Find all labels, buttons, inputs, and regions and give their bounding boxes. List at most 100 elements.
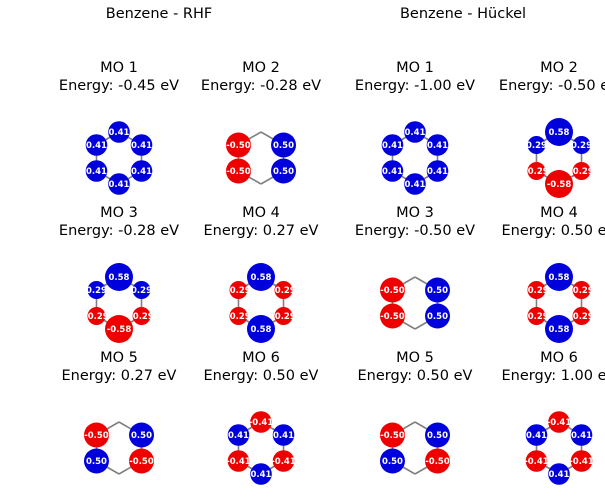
benzene-ring: 0.58-0.29-0.290.58-0.29-0.29 xyxy=(524,263,594,343)
atom-orbital xyxy=(250,411,272,433)
coefficient-label: 0.50 xyxy=(427,431,448,441)
atom-orbital xyxy=(426,134,449,156)
coefficient-label: -0.29 xyxy=(84,312,109,322)
coefficient-label: 0.50 xyxy=(86,457,107,467)
coefficient-label: 0.41 xyxy=(382,141,403,151)
mo-panel: 0.50 0.50 -0.50 -0.50 MO 3 Energy: -0.50 eV xyxy=(340,205,490,355)
atom-orbital xyxy=(132,281,151,299)
coefficient-label: 0.41 xyxy=(427,141,448,151)
coefficient-label: 0.41 xyxy=(109,128,130,138)
atom-orbital xyxy=(379,422,405,448)
coefficient-label: 0.58 xyxy=(549,128,570,138)
coefficient-label: 0.41 xyxy=(549,470,570,480)
coefficient-label: 0.41 xyxy=(273,431,294,441)
coefficient-label: 0.41 xyxy=(86,167,107,177)
atom-orbital xyxy=(105,315,133,343)
atom-orbital xyxy=(271,158,297,184)
coefficient-label: -0.29 xyxy=(569,286,594,296)
mo-energy: Energy: -1.00 eV xyxy=(354,78,476,94)
coefficient-label: -0.29 xyxy=(226,312,251,322)
mo-diagram-figure: Benzene - RHF Benzene - Hückel 0.41 0.41 0… xyxy=(44,6,605,485)
mo-panel: 0.58 0.29 -0.29 -0.58 -0.29 0.29 MO 3 Energy: -… xyxy=(44,205,194,355)
benzene-ring: 0.50 -0.50 0.50 -0.50 xyxy=(83,421,155,475)
atom-orbital xyxy=(247,315,275,343)
coefficient-label: -0.50 xyxy=(380,431,405,441)
coefficient-label: -0.41 xyxy=(249,418,274,428)
mo-title: MO 5 xyxy=(396,350,434,366)
mo-title: MO 3 xyxy=(100,205,138,221)
coefficient-label: -0.29 xyxy=(524,167,549,177)
atom-orbital xyxy=(548,411,570,433)
mo-energy: Energy: -0.45 eV xyxy=(58,78,180,94)
atom-orbital xyxy=(129,448,155,474)
coefficient-label: -0.29 xyxy=(524,286,549,296)
coefficient-label: 0.50 xyxy=(273,141,294,151)
mo-title: MO 3 xyxy=(396,205,434,221)
atom-orbital xyxy=(572,281,591,299)
mo-title: MO 6 xyxy=(242,350,280,366)
coefficient-label: 0.41 xyxy=(131,141,152,151)
mo-energy: Energy: -0.50 eV xyxy=(498,78,605,94)
coefficient-label: -0.50 xyxy=(84,431,109,441)
atom-orbital xyxy=(527,281,546,299)
mo-title: MO 2 xyxy=(540,60,578,76)
coefficient-label: -0.50 xyxy=(129,457,154,467)
benzene-ring: 0.50 0.50 -0.50 -0.50 xyxy=(225,131,297,185)
benzene-ring: 0.410.410.410.410.410.41 xyxy=(381,121,449,195)
atom-orbital xyxy=(379,448,405,474)
atom-orbital xyxy=(130,160,153,182)
atom-orbital xyxy=(525,424,548,446)
atom-orbital xyxy=(379,303,405,329)
mo-title: MO 4 xyxy=(242,205,280,221)
coefficient-label: -0.29 xyxy=(226,286,251,296)
coefficient-label: -0.29 xyxy=(271,286,296,296)
atom-orbital xyxy=(426,160,449,182)
mo-title: MO 2 xyxy=(242,60,280,76)
mo-panel: 0.58 0.29 -0.29 -0.58 -0.29 0.29 MO 2 Energy: -… xyxy=(484,60,605,210)
atom-orbital xyxy=(108,173,130,195)
atom-orbital xyxy=(379,277,405,303)
coefficient-label: 0.41 xyxy=(382,167,403,177)
atom-orbital xyxy=(272,450,295,472)
atom-orbital xyxy=(527,136,546,154)
coefficient-label: 0.29 xyxy=(86,286,107,296)
coefficient-label: 0.41 xyxy=(405,128,426,138)
coefficient-label: -0.29 xyxy=(569,312,594,322)
mo-title: MO 1 xyxy=(396,60,434,76)
mo-panel: 0.41 0.41 0.41 0.41 0.41 0.41 MO 1 Energy: -0.4… xyxy=(44,60,194,210)
coefficient-label: -0.29 xyxy=(129,312,154,322)
benzene-ring: 0.410.410.410.410.410.41 xyxy=(85,121,153,195)
coefficient-label: 0.41 xyxy=(571,431,592,441)
mo-title: MO 5 xyxy=(100,350,138,366)
mo-panel: 0.50 -0.50 0.50 -0.50 MO 5 Energy: 0.27 eV xyxy=(44,350,194,500)
coefficient-label: 0.58 xyxy=(549,273,570,283)
atom-orbital xyxy=(545,263,573,291)
atom-orbital xyxy=(274,307,293,325)
coefficient-label: -0.50 xyxy=(226,141,251,151)
benzene-ring: 0.50 0.50 -0.50 -0.50 xyxy=(379,276,451,330)
atom-orbital xyxy=(572,162,591,180)
atom-orbital xyxy=(381,134,404,156)
coefficient-label: 0.50 xyxy=(273,167,294,177)
coefficient-label: -0.41 xyxy=(569,457,594,467)
atom-orbital xyxy=(570,424,593,446)
mo-energy: Energy: 0.27 eV xyxy=(203,223,319,239)
mo-energy: Energy: 1.00 eV xyxy=(501,368,605,384)
coefficient-label: -0.41 xyxy=(524,457,549,467)
coefficient-label: -0.50 xyxy=(380,286,405,296)
atom-orbital xyxy=(87,307,106,325)
atom-orbital xyxy=(404,121,426,143)
atom-orbital xyxy=(132,307,151,325)
atom-orbital xyxy=(130,134,153,156)
coefficient-label: -0.41 xyxy=(547,418,572,428)
coefficient-label: 0.41 xyxy=(526,431,547,441)
coefficient-label: 0.50 xyxy=(382,457,403,467)
coefficient-label: 0.50 xyxy=(131,431,152,441)
atom-orbital xyxy=(527,162,546,180)
coefficient-label: 0.58 xyxy=(251,325,272,335)
figure-title-huckel: Benzene - Hückel xyxy=(399,6,527,22)
coefficient-label: -0.50 xyxy=(380,312,405,322)
atom-orbital xyxy=(229,281,248,299)
benzene-ring: 0.580.29 -0.29 -0.58 -0.29 0.29 xyxy=(84,263,154,343)
mo-title: MO 4 xyxy=(540,205,578,221)
